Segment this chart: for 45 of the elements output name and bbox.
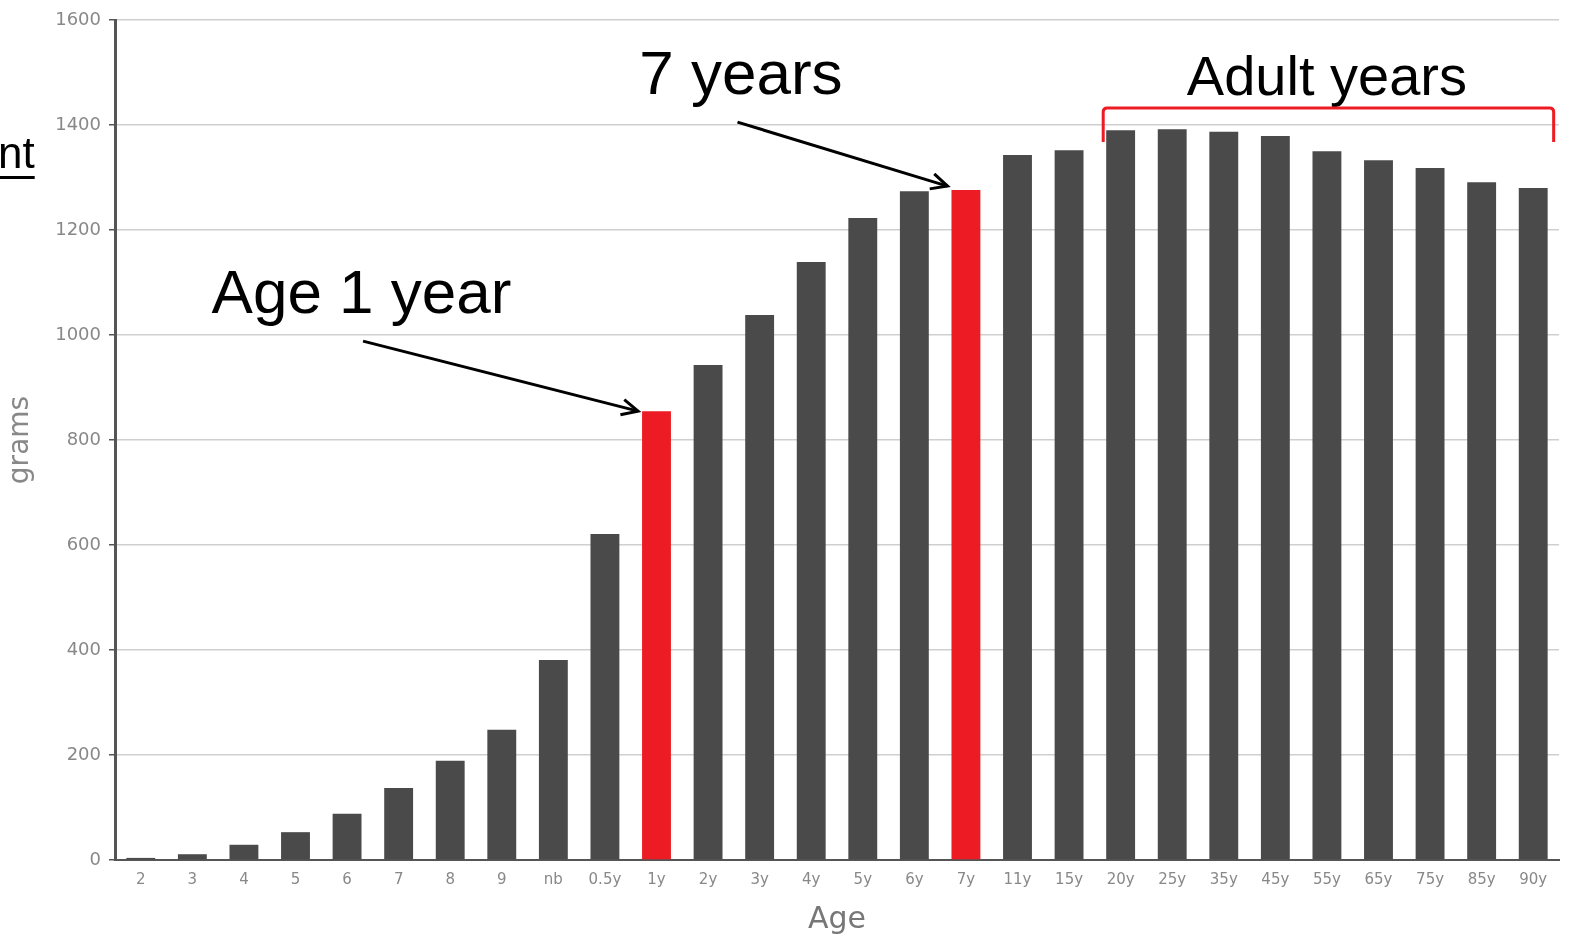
x-tick-label: 75y [1416,869,1445,888]
annotation: Adult years [1186,44,1467,107]
x-tick-label: 9 [497,869,507,888]
x-tick-label: 6 [342,869,352,888]
x-tick-label: 45y [1261,869,1290,888]
x-tick-label: 5 [290,869,301,888]
y-tick-label: 800 [66,427,101,449]
x-tick-label: 6y [905,869,924,888]
x-tick-label: 1y [647,869,666,888]
x-tick-label: 25y [1158,869,1187,888]
x-tick-label: 0.5y [588,869,622,888]
x-tick-label: 3 [187,869,198,888]
x-tick-label: 85y [1467,869,1496,888]
annotation: Age 1 year [211,257,512,327]
y-tick-label: 1200 [55,217,101,239]
x-tick-label: 20y [1106,869,1135,888]
y-tick-label: 200 [66,742,101,764]
y-tick-label: 600 [66,532,101,554]
x-tick-label: 35y [1209,869,1238,888]
x-tick-label: 11y [1003,869,1032,888]
y-tick-label: 0 [89,847,101,869]
x-tick-label: 2 [136,869,146,888]
x-tick-label: nb [543,869,563,888]
x-tick-label: 65y [1364,869,1393,888]
annotation: 7 years [639,38,843,108]
text: nt [0,128,35,177]
y-tick-label: 1600 [55,7,101,29]
x-tick-label: 3y [750,869,769,888]
x-axis-title: Age [807,899,867,935]
x-tick-label: 5y [853,869,873,888]
x-tick-label: 8 [445,869,455,888]
x-tick-label: 55y [1312,869,1342,888]
bar [642,411,671,860]
x-tick-label: 4 [239,869,249,888]
y-tick-label: 1400 [55,112,101,134]
y-tick-label: 1000 [55,322,101,344]
x-tick-label: 7 [393,869,404,888]
x-tick-label: 2y [698,869,718,888]
bar [951,190,981,860]
y-axis-title: grams [2,395,36,485]
x-tick-label: 7y [956,869,976,888]
y-tick-label: 400 [66,637,101,659]
x-tick-label: 90y [1519,869,1548,888]
x-tick-label: 4y [802,869,821,888]
x-tick-label: 15y [1055,869,1084,888]
